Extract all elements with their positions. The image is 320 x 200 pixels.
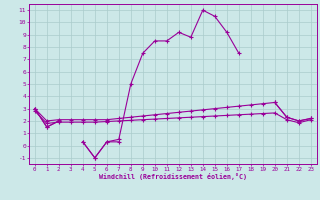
X-axis label: Windchill (Refroidissement éolien,°C): Windchill (Refroidissement éolien,°C): [99, 173, 247, 180]
